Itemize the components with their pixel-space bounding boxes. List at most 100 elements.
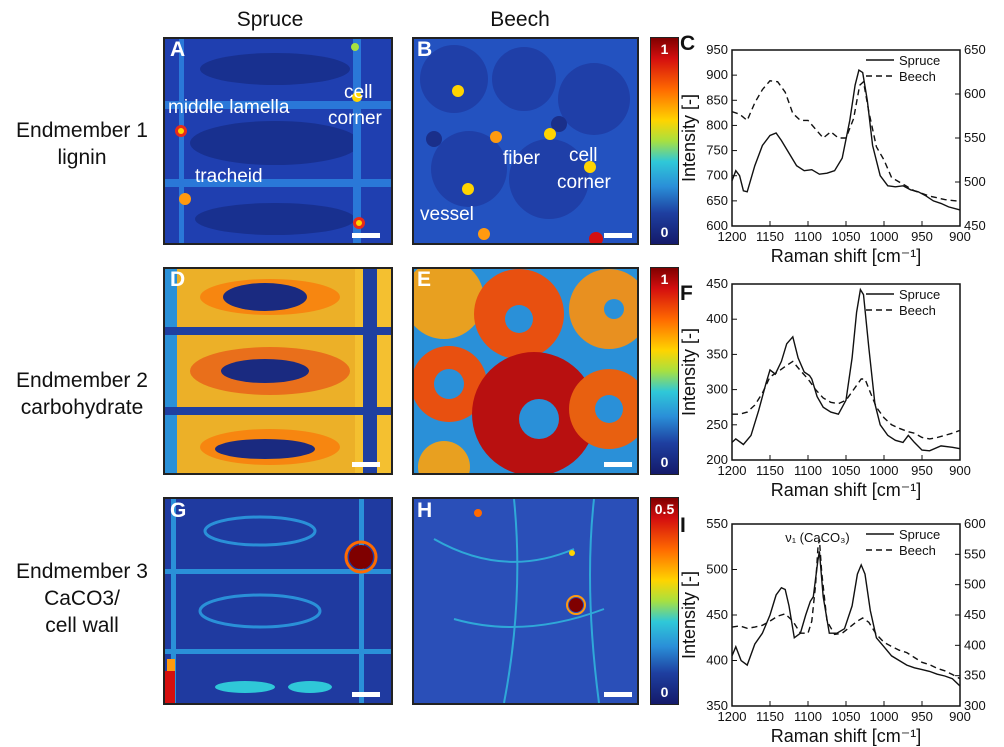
raman-map-beech-lignin <box>412 37 639 245</box>
x-tick-label: 950 <box>911 229 933 244</box>
x-axis-label: Raman shift [cm⁻¹] <box>771 246 922 266</box>
panel-letter-b: B <box>417 38 433 61</box>
panel-letter-h: H <box>417 499 433 522</box>
legend-label-spruce: Spruce <box>899 53 940 68</box>
y2-tick-label: 550 <box>964 130 986 145</box>
y-tick-label: 700 <box>706 168 728 183</box>
colorbar-max-label: 1 <box>660 271 669 287</box>
scale-bar <box>604 692 632 697</box>
scale-bar <box>352 233 380 238</box>
x-tick-label: 1200 <box>718 463 747 478</box>
y-tick-label: 400 <box>706 311 728 326</box>
colorbar-min-label: 0 <box>660 684 669 700</box>
panel-letter-i: I <box>680 514 686 537</box>
y-tick-label: 500 <box>706 562 728 577</box>
row-label-endmember-1: Endmember 1 lignin <box>2 117 162 171</box>
row-label-line: lignin <box>57 146 107 169</box>
x-tick-label: 1150 <box>756 709 784 724</box>
x-tick-label: 1000 <box>870 229 899 244</box>
y-tick-label: 400 <box>706 653 728 668</box>
series-line-spruce <box>731 287 961 452</box>
row-label-line: Endmember 2 <box>16 369 148 392</box>
y2-tick-label: 450 <box>964 218 986 233</box>
spectrum-plot-lignin: 1200 1150 1100 1050 1000 950 900 600 650 700 750 80… <box>679 42 986 266</box>
y-tick-label: 450 <box>706 607 728 622</box>
x-axis-label: Raman shift [cm⁻¹] <box>771 480 922 500</box>
row-label-line: Endmember 3 <box>16 560 148 583</box>
x-tick-label: 1000 <box>870 463 899 478</box>
y-tick-label: 900 <box>706 67 728 82</box>
colorbar-min-label: 0 <box>660 224 669 240</box>
row-label-line: cell wall <box>45 614 119 637</box>
y2-tick-label: 500 <box>964 577 986 592</box>
legend-label-beech: Beech <box>899 543 936 558</box>
colorbar-min-label: 0 <box>660 454 669 470</box>
y-axis-label: Intensity [-] <box>679 328 699 416</box>
colorbar-max-label: 1 <box>660 41 669 57</box>
raman-map-beech-carbohydrate <box>412 267 639 475</box>
series-line-beech <box>732 360 961 440</box>
y-tick-label: 350 <box>706 698 728 713</box>
x-tick-label: 1100 <box>794 229 822 244</box>
series-line-spruce <box>731 551 961 687</box>
y-tick-label: 250 <box>706 417 728 432</box>
raman-map-spruce-carbohydrate <box>163 267 393 475</box>
panel-letter-c: C <box>680 32 696 55</box>
series-line-beech <box>731 80 961 203</box>
annotation-tracheid: tracheid <box>195 166 263 187</box>
row-label-line: carbohydrate <box>20 396 144 419</box>
x-tick-label: 900 <box>949 709 971 724</box>
legend-label-spruce: Spruce <box>899 287 940 302</box>
y-tick-label: 350 <box>706 346 728 361</box>
colorbar-row2 <box>650 267 679 475</box>
legend-label-beech: Beech <box>899 69 936 84</box>
x-tick-label: 1050 <box>832 229 861 244</box>
annotation-vessel: vessel <box>420 204 474 225</box>
scale-bar <box>604 462 632 467</box>
y-tick-label: 600 <box>706 218 728 233</box>
series-line-spruce <box>731 68 961 211</box>
y-tick-label: 550 <box>706 516 728 531</box>
y2-tick-label: 600 <box>964 86 986 101</box>
peak-annotation: ν₁ (CaCO₃) <box>785 530 850 545</box>
column-header-beech: Beech <box>490 8 550 31</box>
x-tick-label: 1000 <box>870 709 899 724</box>
panel-letter-d: D <box>170 268 186 291</box>
panel-letter-f: F <box>680 282 693 305</box>
y2-tick-label: 550 <box>964 546 986 561</box>
y-axis-label: Intensity [-] <box>679 94 699 182</box>
y2-tick-label: 350 <box>964 668 986 683</box>
y-tick-label: 450 <box>706 276 728 291</box>
y-tick-label: 650 <box>706 193 728 208</box>
scale-bar <box>352 462 380 467</box>
spectrum-plot-carbohydrate: 1200 1150 1100 1050 1000 950 900 200 250 300 350 40… <box>679 276 971 500</box>
panel-letter-g: G <box>170 499 187 522</box>
scale-bar <box>604 233 632 238</box>
colorbar-row3 <box>650 497 679 705</box>
x-tick-label: 950 <box>911 463 933 478</box>
annotation-corner: corner <box>557 172 611 193</box>
y2-tick-label: 400 <box>964 637 986 652</box>
annotation-cell: cell <box>569 145 598 166</box>
x-tick-label: 900 <box>949 463 971 478</box>
y-tick-label: 800 <box>706 117 728 132</box>
panel-letter-a: A <box>170 38 186 61</box>
y2-tick-label: 650 <box>964 42 986 57</box>
colorbar-row1 <box>650 37 679 245</box>
annotation-corner: corner <box>328 108 382 129</box>
scale-bar <box>352 692 380 697</box>
raman-map-spruce-lignin <box>163 37 393 245</box>
y-tick-label: 200 <box>706 452 728 467</box>
spectrum-plot-caco3: 1200 1150 1100 1050 1000 950 900 350 400 450 500 55… <box>679 516 986 746</box>
x-tick-label: 1150 <box>756 463 784 478</box>
x-tick-label: 1050 <box>832 463 861 478</box>
x-tick-label: 900 <box>949 229 971 244</box>
series-line-beech <box>731 539 961 680</box>
y-tick-label: 950 <box>706 42 728 57</box>
y-axis-label: Intensity [-] <box>679 571 699 659</box>
annotation-middle-lamella: middle lamella <box>168 97 290 118</box>
y2-tick-label: 600 <box>964 516 986 531</box>
row-label-endmember-3: Endmember 3 CaCO3/ cell wall <box>2 558 162 639</box>
x-tick-label: 1050 <box>832 709 861 724</box>
y-tick-label: 300 <box>706 382 728 397</box>
